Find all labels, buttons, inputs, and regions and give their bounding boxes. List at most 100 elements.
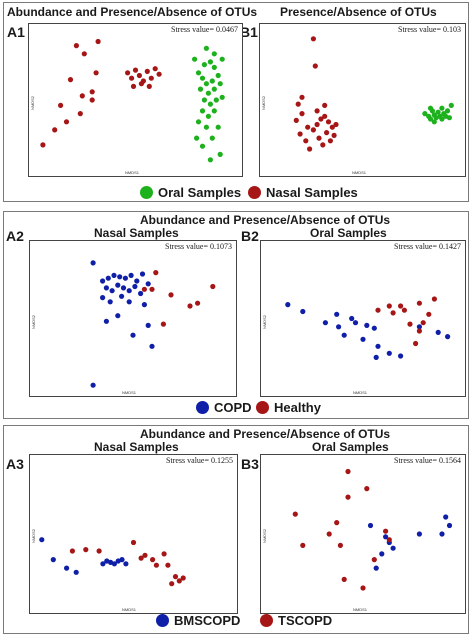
a1-point-oral-samples-24 bbox=[199, 143, 206, 149]
b3-point-tscopd-0 bbox=[345, 468, 351, 475]
chart-a2 bbox=[90, 260, 216, 388]
a3-point-tscopd-6 bbox=[150, 557, 156, 563]
a2-point-copd-12 bbox=[115, 282, 121, 288]
label-b3: B3 bbox=[241, 456, 259, 472]
panel-bmscopd-vs-tscopd: Abundance and Presence/Absence of OTUs N… bbox=[3, 425, 469, 634]
b3-point-bmscopd-1 bbox=[383, 534, 389, 540]
b1-point-nasal-samples-22 bbox=[305, 124, 311, 130]
a2-point-copd-13 bbox=[120, 285, 127, 291]
a3-point-bmscopd-10 bbox=[123, 561, 129, 567]
a3-point-tscopd-10 bbox=[169, 581, 175, 587]
plot-b2: Stress value= 0.1427 NMDS1 NMDS2 bbox=[260, 240, 466, 397]
b1-point-nasal-samples-4 bbox=[293, 117, 299, 123]
b2-point-healthy-7 bbox=[431, 296, 437, 302]
b3-point-bmscopd-0 bbox=[367, 522, 374, 529]
a3-point-tscopd-2 bbox=[96, 548, 102, 554]
b2-point-healthy-8 bbox=[416, 328, 422, 334]
subtitle-b3: Oral Samples bbox=[312, 440, 389, 454]
a1-point-oral-samples-0 bbox=[195, 70, 202, 76]
b2-point-copd-7 bbox=[360, 336, 366, 342]
a1-point-nasal-samples-3 bbox=[58, 102, 64, 108]
a3-point-bmscopd-7 bbox=[111, 561, 117, 567]
a1-point-oral-samples-23 bbox=[209, 135, 215, 141]
a3-point-bmscopd-3 bbox=[73, 569, 79, 575]
a2-point-copd-5 bbox=[122, 275, 128, 281]
b2-point-copd-5 bbox=[349, 315, 355, 322]
a3-point-tscopd-3 bbox=[130, 539, 137, 546]
a1-point-nasal-samples-19 bbox=[130, 83, 137, 89]
a2-point-copd-10 bbox=[103, 285, 109, 291]
a2-point-copd-7 bbox=[134, 278, 140, 284]
a2-point-copd-19 bbox=[119, 293, 125, 299]
b1-point-nasal-samples-11 bbox=[322, 113, 328, 119]
a2-point-copd-26 bbox=[149, 343, 155, 349]
panel3-title: Abundance and Presence/Absence of OTUs bbox=[140, 427, 391, 441]
a1-point-nasal-samples-16 bbox=[148, 75, 154, 81]
a1-point-nasal-samples-21 bbox=[146, 83, 152, 89]
b3-point-bmscopd-3 bbox=[390, 545, 396, 551]
a2-point-copd-8 bbox=[139, 271, 146, 277]
a2-point-healthy-1 bbox=[149, 286, 155, 292]
a2-point-copd-15 bbox=[132, 283, 138, 290]
a3-point-bmscopd-9 bbox=[119, 557, 125, 563]
a2-point-copd-18 bbox=[107, 299, 113, 305]
a1-point-oral-samples-18 bbox=[211, 108, 217, 114]
a1-point-oral-samples-7 bbox=[215, 72, 221, 79]
b1-point-nasal-samples-13 bbox=[329, 124, 335, 130]
b3-point-bmscopd-8 bbox=[443, 514, 449, 520]
label-b2: B2 bbox=[241, 228, 259, 244]
a1-point-nasal-samples-12 bbox=[132, 67, 139, 73]
b1-point-nasal-samples-7 bbox=[307, 146, 313, 152]
a3-point-bmscopd-0 bbox=[39, 537, 45, 543]
a2-point-copd-0 bbox=[90, 260, 96, 266]
a1-point-oral-samples-27 bbox=[203, 45, 209, 51]
a2-point-copd-25 bbox=[130, 332, 136, 338]
b2-point-copd-8 bbox=[364, 322, 370, 328]
a2-point-healthy-4 bbox=[187, 303, 193, 309]
b2-point-copd-3 bbox=[334, 311, 340, 317]
b1-point-oral-samples-2 bbox=[427, 116, 434, 122]
a1-point-oral-samples-21 bbox=[215, 124, 221, 130]
b2-point-healthy-10 bbox=[413, 340, 419, 347]
b3-point-tscopd-12 bbox=[371, 557, 377, 563]
stress-b3: Stress value= 0.1564 bbox=[394, 456, 461, 465]
legend-dot-nasal bbox=[248, 186, 261, 199]
legend-label-oral: Oral Samples bbox=[158, 185, 242, 200]
a3-point-tscopd-13 bbox=[180, 575, 186, 581]
subtitle-a3: Nasal Samples bbox=[94, 440, 179, 454]
plot-b3: Stress value= 0.1564 NMDS1 NMDS2 bbox=[260, 454, 466, 614]
a1-point-oral-samples-16 bbox=[199, 108, 206, 114]
a2-point-copd-6 bbox=[128, 272, 134, 278]
a2-point-copd-3 bbox=[111, 272, 117, 278]
a1-point-oral-samples-10 bbox=[211, 86, 217, 92]
b1-point-oral-samples-15 bbox=[439, 105, 445, 111]
xlabel-a3: NMDS1 bbox=[122, 607, 137, 612]
a2-point-copd-27 bbox=[90, 382, 96, 388]
a3-point-tscopd-8 bbox=[161, 551, 167, 557]
b3-point-tscopd-3 bbox=[292, 511, 298, 517]
chart-a3 bbox=[39, 537, 186, 587]
a1-point-oral-samples-1 bbox=[201, 62, 207, 68]
b2-point-copd-12 bbox=[386, 350, 392, 356]
a2-point-copd-9 bbox=[145, 281, 151, 287]
b2-point-healthy-11 bbox=[420, 320, 426, 326]
a2-point-healthy-3 bbox=[168, 292, 174, 298]
b3-point-bmscopd-6 bbox=[416, 531, 422, 537]
panel1-title-b: Presence/Absence of OTUs bbox=[280, 5, 437, 19]
a1-point-oral-samples-12 bbox=[201, 97, 207, 103]
a1-point-oral-samples-6 bbox=[209, 78, 215, 84]
a2-point-copd-23 bbox=[103, 318, 109, 324]
b1-point-nasal-samples-2 bbox=[295, 101, 301, 107]
a2-point-copd-20 bbox=[126, 299, 132, 305]
b1-point-oral-samples-8 bbox=[439, 116, 445, 122]
a2-point-healthy-6 bbox=[210, 283, 216, 290]
b1-point-nasal-samples-5 bbox=[297, 131, 303, 137]
legend-dot-healthy bbox=[256, 401, 269, 414]
xlabel-a1: NMDS1 bbox=[125, 170, 140, 175]
ylabel-a2: NMDS2 bbox=[31, 314, 36, 329]
a1-point-nasal-samples-10 bbox=[125, 70, 131, 76]
b1-point-oral-samples-13 bbox=[431, 119, 437, 125]
a3-point-tscopd-11 bbox=[172, 574, 179, 580]
b1-point-nasal-samples-3 bbox=[299, 111, 305, 117]
a2-point-copd-22 bbox=[115, 313, 121, 319]
